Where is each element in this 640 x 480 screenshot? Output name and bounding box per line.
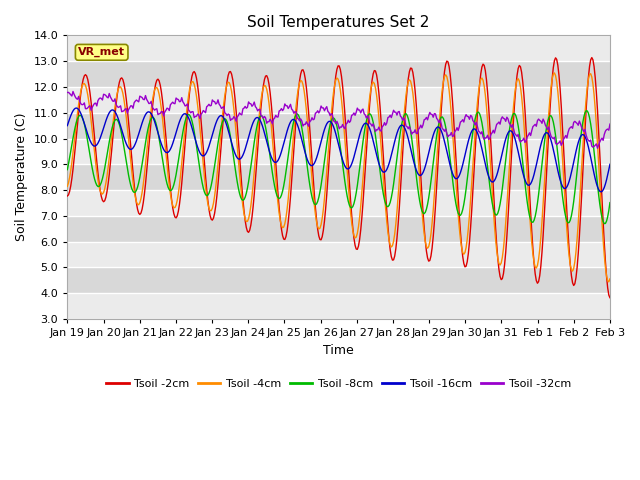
- Tsoil -16cm: [63, 123, 71, 129]
- Bar: [67, 267, 610, 293]
- Tsoil -4cm: [605, 279, 612, 285]
- Tsoil -16cm: [368, 133, 376, 139]
- Tsoil -4cm: [63, 183, 71, 189]
- Tsoil -32cm: [63, 90, 71, 96]
- Tsoil -32cm: [69, 89, 77, 95]
- Tsoil -8cm: [63, 167, 71, 172]
- Tsoil -32cm: [557, 143, 565, 148]
- Tsoil -16cm: [557, 180, 565, 186]
- Tsoil -4cm: [606, 276, 614, 282]
- Tsoil -2cm: [588, 55, 596, 60]
- Bar: [67, 164, 610, 190]
- Tsoil -8cm: [582, 108, 590, 114]
- Tsoil -16cm: [72, 105, 80, 111]
- Tsoil -4cm: [367, 86, 375, 92]
- Tsoil -4cm: [393, 209, 401, 215]
- Tsoil -16cm: [597, 189, 605, 195]
- Tsoil -4cm: [550, 70, 558, 76]
- Tsoil -4cm: [462, 245, 470, 251]
- Tsoil -4cm: [292, 102, 300, 108]
- Tsoil -16cm: [234, 155, 241, 161]
- Tsoil -2cm: [606, 295, 614, 300]
- Bar: [67, 216, 610, 242]
- Line: Tsoil -32cm: Tsoil -32cm: [67, 92, 610, 148]
- Line: Tsoil -16cm: Tsoil -16cm: [67, 108, 610, 192]
- Legend: Tsoil -2cm, Tsoil -4cm, Tsoil -8cm, Tsoil -16cm, Tsoil -32cm: Tsoil -2cm, Tsoil -4cm, Tsoil -8cm, Tsoi…: [102, 374, 575, 393]
- Bar: [67, 87, 610, 113]
- Bar: [67, 139, 610, 164]
- Tsoil -2cm: [367, 87, 375, 93]
- Bar: [67, 242, 610, 267]
- Tsoil -16cm: [394, 127, 402, 133]
- Tsoil -8cm: [606, 200, 614, 205]
- Tsoil -2cm: [63, 193, 71, 199]
- Line: Tsoil -8cm: Tsoil -8cm: [67, 111, 610, 224]
- Tsoil -32cm: [234, 114, 241, 120]
- Tsoil -2cm: [556, 86, 564, 92]
- Line: Tsoil -4cm: Tsoil -4cm: [67, 73, 610, 282]
- Tsoil -32cm: [294, 115, 301, 121]
- Tsoil -8cm: [367, 112, 375, 118]
- Bar: [67, 36, 610, 61]
- Text: VR_met: VR_met: [78, 47, 125, 58]
- Bar: [67, 61, 610, 87]
- Tsoil -32cm: [394, 109, 402, 115]
- Tsoil -2cm: [292, 114, 300, 120]
- Tsoil -8cm: [556, 172, 564, 178]
- Tsoil -8cm: [393, 155, 401, 161]
- Tsoil -16cm: [294, 121, 301, 127]
- Bar: [67, 190, 610, 216]
- Tsoil -16cm: [463, 143, 471, 148]
- Tsoil -32cm: [368, 123, 376, 129]
- Y-axis label: Soil Temperature (C): Soil Temperature (C): [15, 113, 28, 241]
- Tsoil -4cm: [232, 130, 240, 136]
- Tsoil -32cm: [606, 121, 614, 127]
- Tsoil -2cm: [393, 235, 401, 241]
- Tsoil -2cm: [232, 108, 240, 114]
- Tsoil -2cm: [462, 264, 470, 269]
- X-axis label: Time: Time: [323, 344, 354, 357]
- Tsoil -32cm: [594, 145, 602, 151]
- Tsoil -8cm: [232, 172, 240, 178]
- Bar: [67, 293, 610, 319]
- Bar: [67, 113, 610, 139]
- Tsoil -8cm: [462, 186, 470, 192]
- Tsoil -8cm: [292, 112, 300, 118]
- Title: Soil Temperatures Set 2: Soil Temperatures Set 2: [248, 15, 430, 30]
- Line: Tsoil -2cm: Tsoil -2cm: [67, 58, 610, 298]
- Tsoil -8cm: [600, 221, 608, 227]
- Tsoil -32cm: [463, 113, 471, 119]
- Tsoil -4cm: [557, 134, 565, 140]
- Tsoil -16cm: [606, 161, 614, 167]
